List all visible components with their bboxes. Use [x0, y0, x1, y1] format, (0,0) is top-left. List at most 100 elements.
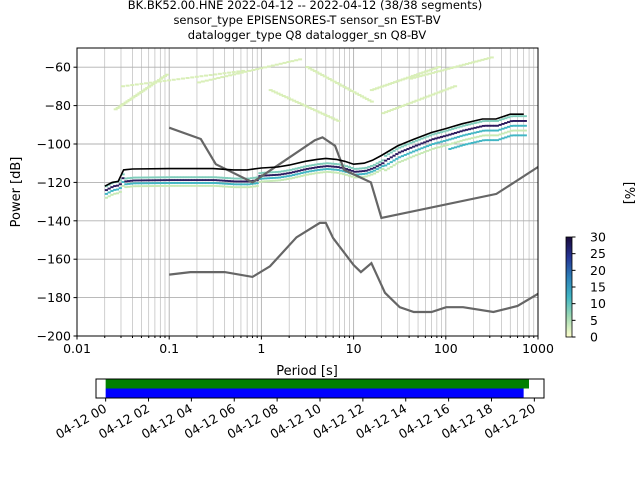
histogram-cell — [498, 133, 502, 136]
histogram-cell — [470, 137, 474, 140]
histogram-cell-faint — [161, 76, 166, 79]
histogram-cell — [135, 176, 139, 179]
histogram-cell — [107, 195, 111, 198]
histogram-cell — [417, 153, 421, 156]
histogram-cell — [132, 182, 136, 185]
histogram-cell — [280, 170, 284, 173]
histogram-cell — [263, 180, 268, 183]
histogram-cell — [322, 171, 326, 174]
histogram-cell — [451, 128, 455, 130]
histogram-cell — [518, 129, 522, 132]
histogram-cell — [398, 151, 402, 154]
histogram-cell — [121, 173, 125, 176]
histogram-cell — [196, 176, 201, 179]
histogram-cell — [512, 124, 516, 127]
histogram-cell — [219, 182, 223, 185]
histogram-cell — [520, 115, 525, 118]
histogram-cell — [423, 141, 427, 144]
histogram-cell — [272, 171, 276, 174]
histogram-cell — [216, 185, 220, 188]
histogram-cell-faint — [239, 71, 244, 74]
histogram-cell — [400, 159, 405, 162]
histogram-cell-faint — [419, 97, 424, 100]
histogram-cell — [300, 166, 304, 169]
histogram-cell-faint — [458, 64, 463, 67]
histogram-cell — [118, 187, 122, 190]
histogram-cell-faint — [380, 85, 385, 88]
histogram-cell — [392, 154, 396, 157]
histogram-cell-faint — [389, 109, 394, 112]
histogram-cell — [322, 162, 326, 165]
histogram-cell — [104, 196, 108, 199]
histogram-cell-faint — [393, 81, 398, 84]
colorbar-tick-label: 10 — [590, 296, 606, 311]
histogram-cell-faint — [418, 75, 423, 78]
histogram-cell-faint — [194, 75, 199, 78]
histogram-cell — [113, 192, 117, 195]
histogram-cell — [495, 139, 499, 142]
histogram-cell-faint — [323, 113, 328, 116]
histogram-cell — [129, 176, 134, 179]
histogram-cell-faint — [294, 100, 299, 103]
colorbar-tick-label: 30 — [590, 230, 606, 245]
histogram-cell — [152, 182, 156, 185]
histogram-cell — [342, 173, 346, 176]
histogram-cell — [484, 134, 488, 137]
histogram-cell — [155, 179, 159, 182]
histogram-cell-faint — [409, 77, 414, 80]
histogram-cell — [504, 136, 508, 139]
histogram-cell — [384, 164, 388, 167]
histogram-cell — [252, 182, 256, 185]
histogram-cell-faint — [345, 87, 350, 90]
histogram-cell — [442, 135, 446, 138]
histogram-cell — [266, 174, 270, 177]
histogram-cell-faint — [318, 111, 323, 114]
histogram-cell — [459, 125, 463, 128]
histogram-cell — [498, 138, 502, 141]
histogram-cell — [319, 168, 324, 171]
histogram-cell — [135, 185, 139, 188]
histogram-cell — [325, 170, 329, 173]
histogram-cell — [370, 164, 374, 167]
histogram-cell — [520, 129, 525, 132]
histogram-cell — [157, 182, 162, 185]
histogram-cell — [481, 124, 486, 127]
histogram-cell-faint — [120, 85, 125, 88]
histogram-cell — [289, 168, 293, 171]
histogram-cell — [275, 179, 279, 182]
histogram-cell — [487, 134, 491, 137]
histogram-cell-faint — [483, 58, 488, 61]
histogram-cell-faint — [336, 119, 341, 122]
histogram-cell — [224, 179, 229, 182]
histogram-cell-faint — [157, 79, 162, 82]
histogram-cell-faint — [436, 91, 441, 94]
histogram-cell — [127, 180, 131, 183]
histogram-cell-faint — [331, 117, 336, 120]
histogram-cell — [409, 151, 413, 154]
histogram-cell — [163, 176, 167, 179]
histogram-cell — [113, 185, 117, 188]
colorbar-tick-label: 0 — [590, 330, 598, 345]
histogram-cell — [490, 120, 494, 122]
histogram-cell — [518, 134, 522, 137]
histogram-cell — [344, 173, 349, 176]
histogram-cell-faint — [418, 72, 423, 75]
histogram-cell — [431, 133, 435, 136]
histogram-cell-faint — [279, 93, 284, 96]
histogram-cell — [205, 176, 209, 179]
histogram-cell — [168, 176, 173, 179]
histogram-cell-faint — [145, 87, 150, 90]
histogram-cell — [456, 126, 460, 129]
histogram-cell — [353, 176, 357, 179]
histogram-cell-faint — [411, 100, 416, 103]
histogram-cell — [445, 134, 449, 137]
histogram-cell-faint — [392, 107, 397, 110]
histogram-cell — [210, 182, 215, 184]
histogram-cell — [160, 179, 164, 182]
histogram-cell-faint — [423, 70, 428, 73]
histogram-cell — [434, 147, 438, 150]
histogram-cell-faint — [330, 79, 335, 82]
histogram-cell-faint — [436, 66, 441, 69]
colorbar-tick-label: 5 — [590, 313, 598, 328]
